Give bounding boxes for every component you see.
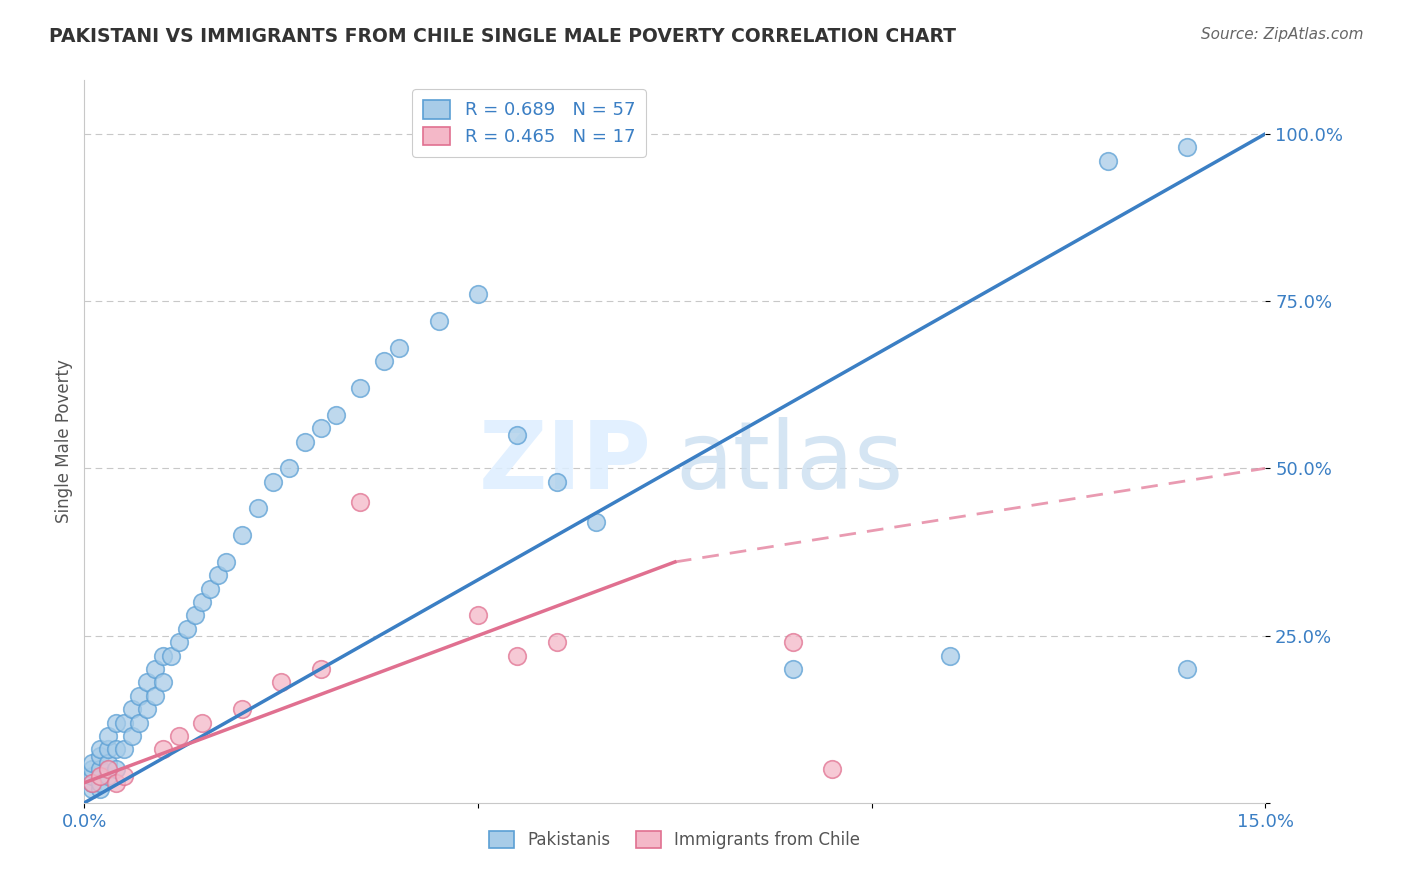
Point (82, 776, 104, 790)
Point (246, 501, 269, 516)
Point (89, 762, 111, 776)
Point (82, 782, 104, 797)
Point (97, 729, 120, 743)
Point (183, 608, 205, 623)
Point (143, 662, 166, 676)
Point (506, 648, 529, 663)
Point (231, 528, 253, 542)
Text: ZIP: ZIP (478, 417, 651, 509)
Point (167, 635, 190, 649)
Point (112, 742, 135, 756)
Point (97, 762, 120, 776)
Point (97, 756, 120, 770)
Point (89, 769, 111, 783)
Point (231, 702, 253, 716)
Point (373, 354, 395, 368)
Point (152, 648, 174, 663)
Point (121, 702, 143, 716)
Point (1097, 153, 1119, 168)
Point (128, 715, 150, 730)
Point (1175, 140, 1198, 154)
Point (176, 622, 198, 636)
Point (546, 635, 568, 649)
Point (104, 715, 127, 730)
Point (782, 635, 804, 649)
Point (152, 742, 174, 756)
Point (546, 475, 568, 489)
Point (467, 608, 489, 623)
Point (82, 776, 104, 790)
Point (200, 582, 222, 596)
Point (104, 742, 127, 756)
Point (89, 782, 111, 797)
Point (82, 762, 104, 776)
Point (89, 749, 111, 764)
Point (309, 421, 332, 435)
Text: PAKISTANI VS IMMIGRANTS FROM CHILE SINGLE MALE POVERTY CORRELATION CHART: PAKISTANI VS IMMIGRANTS FROM CHILE SINGL… (49, 27, 956, 45)
Point (104, 776, 127, 790)
Point (136, 675, 159, 690)
Point (467, 287, 489, 301)
Point (89, 742, 111, 756)
Point (294, 434, 316, 449)
Point (278, 461, 301, 475)
Point (97, 769, 120, 783)
Point (143, 689, 166, 703)
Text: atlas: atlas (675, 417, 903, 509)
Point (191, 715, 214, 730)
Point (388, 341, 411, 355)
Point (167, 729, 190, 743)
Point (112, 715, 135, 730)
Point (121, 729, 143, 743)
Point (97, 742, 120, 756)
Y-axis label: Single Male Poverty: Single Male Poverty (55, 359, 73, 524)
Point (939, 648, 962, 663)
Point (207, 568, 229, 582)
Point (349, 381, 371, 395)
Point (1175, 662, 1198, 676)
Point (325, 408, 347, 422)
Point (506, 427, 529, 442)
Point (215, 555, 238, 569)
Point (82, 756, 104, 770)
Point (112, 769, 135, 783)
Point (821, 762, 844, 776)
Point (136, 702, 159, 716)
Text: Source: ZipAtlas.com: Source: ZipAtlas.com (1201, 27, 1364, 42)
Legend: Pakistanis, Immigrants from Chile: Pakistanis, Immigrants from Chile (482, 824, 868, 856)
Point (262, 475, 284, 489)
Point (427, 314, 450, 328)
Point (82, 769, 104, 783)
Point (104, 762, 127, 776)
Point (349, 494, 371, 508)
Point (585, 515, 607, 529)
Point (309, 662, 332, 676)
Point (152, 675, 174, 690)
Point (128, 689, 150, 703)
Point (782, 662, 804, 676)
Point (270, 675, 292, 690)
Point (160, 648, 183, 663)
Point (191, 595, 214, 609)
Point (89, 776, 111, 790)
